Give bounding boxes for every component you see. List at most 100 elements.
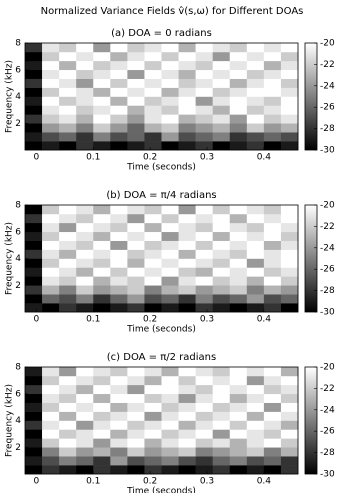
cell xyxy=(144,303,162,313)
cell xyxy=(25,141,43,151)
cell xyxy=(178,411,196,421)
cell xyxy=(144,276,162,286)
cell xyxy=(195,69,213,79)
cell xyxy=(212,456,231,466)
cell xyxy=(110,132,128,142)
cell xyxy=(76,51,94,62)
cell xyxy=(178,384,196,395)
y-tick-label: 8 xyxy=(15,363,21,373)
cell xyxy=(229,456,248,466)
cell xyxy=(59,249,77,259)
cell xyxy=(195,384,213,395)
cell xyxy=(212,123,231,133)
cell xyxy=(76,132,94,142)
cell xyxy=(76,213,94,224)
cell xyxy=(229,402,248,412)
cell xyxy=(246,96,265,106)
cell xyxy=(246,420,265,430)
cell xyxy=(25,303,43,313)
cell xyxy=(110,276,128,286)
cell xyxy=(25,51,43,62)
cell xyxy=(178,213,196,224)
cell xyxy=(263,87,282,97)
cell xyxy=(195,249,213,259)
cell xyxy=(110,60,128,71)
cell xyxy=(25,411,43,421)
cell xyxy=(212,367,231,377)
cell xyxy=(93,43,111,53)
cell xyxy=(93,231,111,241)
cell xyxy=(263,465,282,475)
cell xyxy=(263,429,282,439)
x-tick-label: 0.3 xyxy=(200,153,214,163)
cell xyxy=(229,78,248,88)
cell xyxy=(263,249,282,259)
cell xyxy=(263,43,282,53)
colorbar xyxy=(304,366,318,475)
cell xyxy=(229,240,248,250)
cell xyxy=(59,258,77,268)
colorbar-tick-label: -28 xyxy=(320,286,335,296)
cell xyxy=(246,205,265,215)
cell xyxy=(25,276,43,286)
cell xyxy=(195,205,213,215)
cell xyxy=(76,96,94,106)
cell xyxy=(42,465,60,475)
cell xyxy=(76,231,94,241)
cell xyxy=(161,132,179,142)
cell xyxy=(76,222,94,233)
cell xyxy=(178,105,196,115)
cell xyxy=(42,438,60,448)
cell xyxy=(246,465,265,475)
cell xyxy=(144,213,162,224)
cell xyxy=(127,384,145,395)
cell xyxy=(229,411,248,421)
cell xyxy=(127,69,145,79)
cell xyxy=(212,205,231,215)
cell xyxy=(144,43,162,53)
cell xyxy=(42,43,60,53)
cell xyxy=(93,222,111,233)
cell xyxy=(195,438,213,448)
cell xyxy=(144,384,162,395)
cell xyxy=(280,429,299,439)
cell xyxy=(127,249,145,259)
cell xyxy=(229,429,248,439)
cell xyxy=(212,411,231,421)
cell xyxy=(59,429,77,439)
cell xyxy=(144,231,162,241)
cell xyxy=(76,114,94,124)
cell xyxy=(212,276,231,286)
cell xyxy=(195,258,213,268)
cell xyxy=(93,465,111,475)
cell xyxy=(110,249,128,259)
cell xyxy=(127,285,145,295)
y-tick-label: 4 xyxy=(15,416,21,426)
cell xyxy=(59,465,77,475)
cell xyxy=(144,205,162,215)
cell xyxy=(280,213,299,224)
cell xyxy=(195,43,213,53)
cell xyxy=(110,367,128,377)
cell xyxy=(93,205,111,215)
cell xyxy=(110,438,128,448)
cell xyxy=(25,132,43,142)
cell xyxy=(25,123,43,133)
cell xyxy=(212,420,231,430)
cell xyxy=(25,294,43,304)
cell xyxy=(229,51,248,62)
cell xyxy=(76,456,94,466)
cell xyxy=(25,375,43,386)
cell xyxy=(178,367,196,377)
cell xyxy=(229,447,248,457)
cell xyxy=(229,384,248,395)
cell xyxy=(280,222,299,233)
cell xyxy=(212,222,231,233)
cell xyxy=(76,402,94,412)
cell xyxy=(93,429,111,439)
cell xyxy=(212,69,231,79)
cell xyxy=(229,420,248,430)
cell xyxy=(280,438,299,448)
cell xyxy=(76,78,94,88)
cell xyxy=(93,375,111,386)
